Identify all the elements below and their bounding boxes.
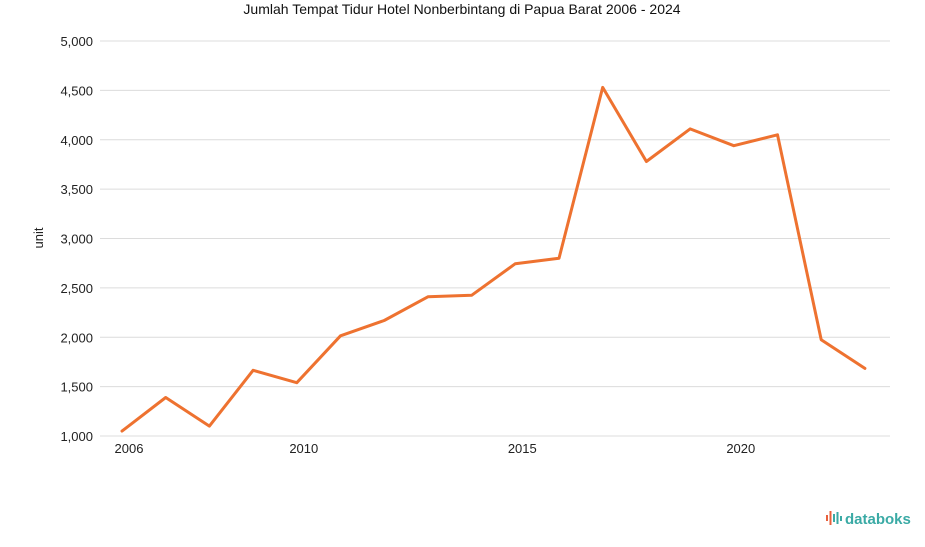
databoks-logo: databoks bbox=[826, 511, 911, 528]
databoks-bars-icon bbox=[826, 511, 842, 525]
data-point bbox=[164, 396, 167, 399]
data-point bbox=[470, 294, 473, 297]
data-point bbox=[601, 86, 604, 89]
x-tick-label: 2006 bbox=[115, 441, 144, 456]
data-point bbox=[776, 133, 779, 137]
data-point bbox=[645, 160, 648, 163]
y-tick-label: 1,500 bbox=[60, 380, 93, 395]
y-tick-label: 2,000 bbox=[60, 330, 93, 345]
y-tick-label: 2,500 bbox=[60, 281, 93, 296]
x-axis-ticks: 2006 2010 2015 2020 bbox=[115, 441, 756, 456]
data-point bbox=[820, 338, 823, 341]
series-group bbox=[120, 85, 867, 433]
data-point bbox=[251, 369, 255, 372]
x-tick-label: 2010 bbox=[289, 441, 318, 456]
y-tick-label: 1,000 bbox=[60, 429, 93, 444]
x-tick-label: 2020 bbox=[726, 441, 755, 456]
series-line bbox=[120, 85, 867, 433]
data-point bbox=[426, 295, 430, 298]
x-tick-label: 2015 bbox=[508, 441, 537, 456]
brand-name: databoks bbox=[845, 511, 911, 528]
y-tick-label: 4,500 bbox=[60, 83, 93, 98]
y-axis-ticks: 1,000 1,500 2,000 2,500 3,000 3,500 4,000 4,500… bbox=[60, 34, 93, 444]
data-point bbox=[208, 424, 211, 428]
data-point bbox=[383, 319, 386, 322]
y-tick-label: 3,000 bbox=[60, 232, 93, 247]
y-tick-label: 3,500 bbox=[60, 182, 93, 197]
grid bbox=[100, 40, 890, 437]
data-point bbox=[732, 144, 735, 147]
data-point bbox=[557, 257, 561, 260]
chart-title: Jumlah Tempat Tidur Hotel Nonberbintang … bbox=[243, 1, 680, 17]
data-point bbox=[120, 429, 124, 433]
data-point bbox=[688, 127, 692, 131]
data-point bbox=[514, 262, 517, 265]
y-tick-label: 5,000 bbox=[60, 34, 93, 49]
data-point bbox=[295, 381, 298, 384]
y-axis-label: unit bbox=[31, 227, 46, 248]
data-point bbox=[863, 367, 867, 370]
data-point bbox=[339, 334, 342, 337]
y-tick-label: 4,000 bbox=[60, 133, 93, 148]
